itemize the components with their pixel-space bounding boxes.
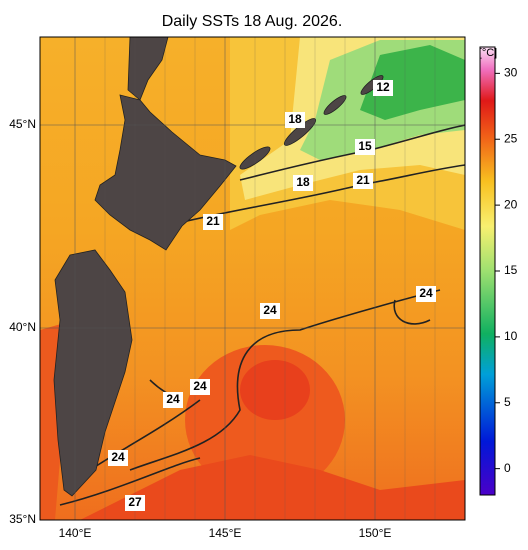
contour-label-box (293, 175, 313, 191)
lon-label: 145°E (209, 526, 242, 540)
cold-core (360, 45, 465, 120)
contour-label-box (190, 379, 210, 395)
lat-label: 40°N (9, 320, 36, 334)
contour-label: 24 (419, 286, 433, 300)
contour-label-box (260, 303, 280, 319)
contour-label: 27 (128, 495, 142, 509)
colorbar-tick-label: 10 (504, 329, 518, 343)
contour-label: 24 (111, 450, 125, 464)
land (53, 37, 384, 497)
contour-label-box (285, 112, 305, 128)
graticule (40, 37, 465, 520)
colorbar-tick-label: 20 (504, 197, 518, 211)
colorbar-tick-label: 5 (504, 395, 511, 409)
colorbar-tick-label: 15 (504, 263, 518, 277)
contour-label: 21 (206, 214, 220, 228)
colorbar-unit: [°C] (479, 47, 497, 59)
colorbar-tick-label: 25 (504, 131, 518, 145)
contours (59, 124, 465, 506)
lon-label: 140°E (59, 526, 92, 540)
contour-label-box (373, 80, 393, 96)
colorbar-tick-label: 30 (504, 66, 518, 80)
contour-label: 24 (263, 303, 277, 317)
kuroshio (80, 455, 465, 520)
map-area: 12 18 15 18 21 21 24 24 24 24 24 27 (40, 37, 465, 520)
contour-label: 18 (288, 112, 302, 126)
contour-label-box (163, 392, 183, 408)
contour-label: 21 (356, 173, 370, 187)
lat-label: 45°N (9, 117, 36, 131)
contour-label-box (108, 450, 128, 466)
contour-label: 15 (358, 139, 372, 153)
contour-label-box (125, 495, 145, 511)
contour-label-box (203, 214, 223, 230)
map-title: Daily SSTs 18 Aug. 2026. (162, 13, 343, 30)
contour-labels: 12 18 15 18 21 21 24 24 24 24 24 27 (108, 80, 436, 511)
lat-label: 35°N (9, 512, 36, 526)
colorbar-tick-label: 0 (504, 461, 511, 475)
contour-label-box (416, 286, 436, 302)
contour-label: 24 (166, 392, 180, 406)
contour-label-box (355, 139, 375, 155)
axes: 45°N 40°N 35°N 140°E 145°E 150°E 0 5 10 15 20 25 30 (9, 66, 517, 541)
map-frame (39, 36, 466, 521)
colorbar (479, 46, 496, 496)
lon-label: 150°E (359, 526, 392, 540)
warm-core (240, 360, 310, 420)
contour-label: 12 (376, 80, 390, 94)
contour-label-box (353, 173, 373, 189)
contour-label: 18 (296, 175, 310, 189)
contour-label: 24 (193, 379, 207, 393)
